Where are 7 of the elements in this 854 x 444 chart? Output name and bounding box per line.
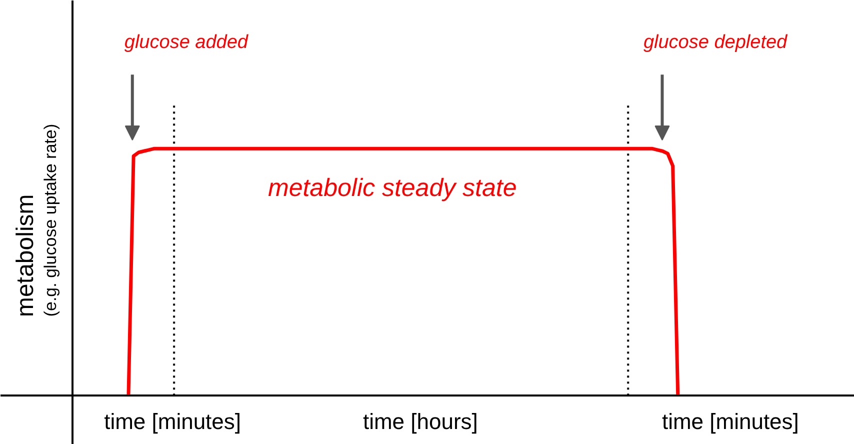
text: time [minutes]	[662, 409, 799, 434]
text: time [minutes]	[104, 409, 242, 434]
text: glucose added	[124, 32, 250, 53]
y-axis-title: metabolism (e.g. glucose uptake rate)	[12, 124, 60, 317]
text: glucose depleted	[643, 32, 789, 53]
annotation: metabolic steady state	[268, 174, 517, 202]
text: time [hours]	[362, 409, 478, 434]
